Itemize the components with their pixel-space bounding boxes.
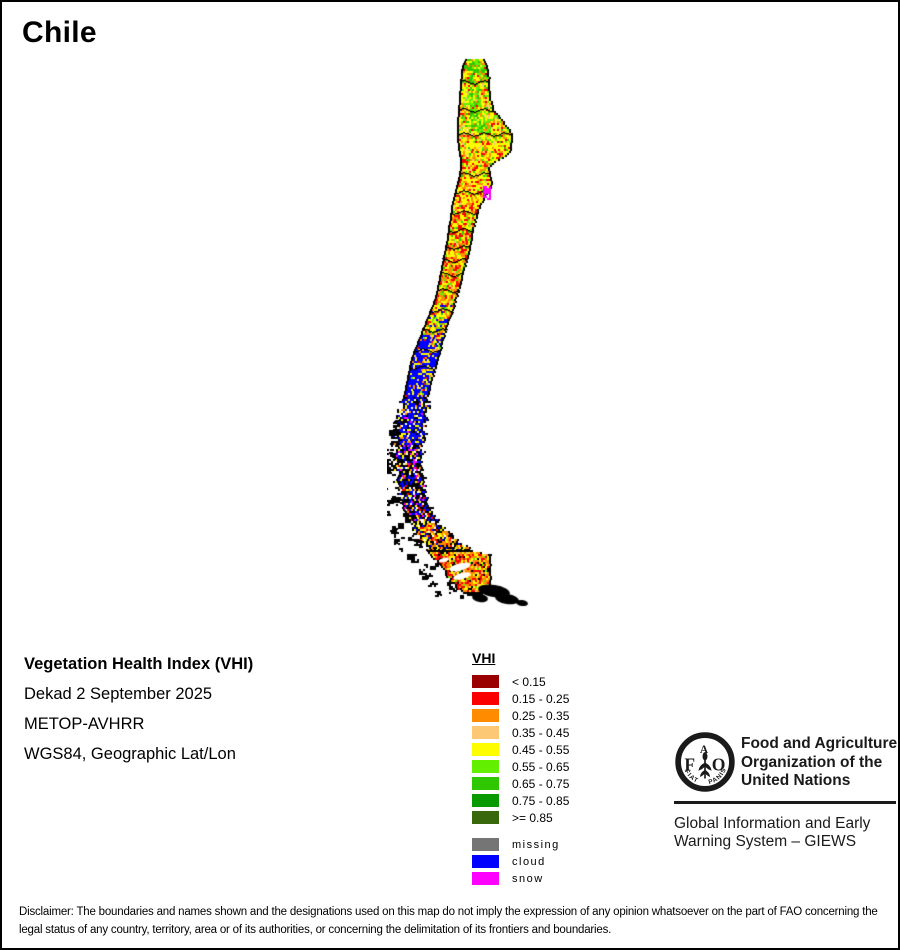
- fao-name-line: United Nations: [741, 772, 851, 789]
- legend-color-swatch: [472, 838, 499, 851]
- legend-row: 0.75 - 0.85: [472, 792, 569, 809]
- metadata-dekad: Dekad 2 September 2025: [24, 685, 213, 703]
- fao-header: F A O A FIAT PANIS Food and Agr: [674, 731, 897, 793]
- metadata-projection: WGS84, Geographic Lat/Lon: [24, 745, 236, 763]
- legend-color-swatch: [472, 675, 499, 688]
- legend-label: 0.55 - 0.65: [512, 759, 570, 774]
- legend-row: 0.55 - 0.65: [472, 758, 569, 775]
- giews-subtitle: Global Information and Early Warning Sys…: [674, 815, 896, 851]
- legend-label: missing: [512, 838, 560, 851]
- legend-class-rows: < 0.15 0.15 - 0.25 0.25 - 0.35 0.35 - 0.45 0…: [472, 673, 569, 826]
- giews-line: Warning System – GIEWS: [674, 833, 857, 850]
- fao-logo-icon: F A O A FIAT PANIS: [675, 732, 735, 792]
- svg-text:A: A: [700, 744, 709, 756]
- metadata-index-name: Vegetation Health Index (VHI): [24, 655, 254, 673]
- legend-label: 0.15 - 0.25: [512, 691, 570, 706]
- legend-color-swatch: [472, 811, 499, 824]
- legend-color-swatch: [472, 743, 499, 756]
- giews-line: Global Information and Early: [674, 815, 871, 832]
- legend-row: snow: [472, 870, 569, 887]
- legend-color-swatch: [472, 760, 499, 773]
- legend-title: VHI: [472, 650, 496, 666]
- legend-color-swatch: [472, 726, 499, 739]
- page-title: Chile: [22, 16, 97, 49]
- legend-label: snow: [512, 872, 544, 885]
- svg-text:O: O: [712, 754, 726, 774]
- metadata-sensor: METOP-AVHRR: [24, 715, 145, 733]
- legend-row: missing: [472, 836, 569, 853]
- svg-text:F: F: [684, 754, 695, 774]
- legend-color-swatch: [472, 855, 499, 868]
- legend-color-swatch: [472, 794, 499, 807]
- chile-vhi-map: [387, 52, 532, 617]
- legend-label: 0.25 - 0.35: [512, 708, 570, 723]
- legend-row: 0.35 - 0.45: [472, 724, 569, 741]
- legend-label: < 0.15: [512, 674, 546, 689]
- legend-row: 0.15 - 0.25: [472, 690, 569, 707]
- legend-label: cloud: [512, 855, 546, 868]
- vhi-legend: VHI < 0.15 0.15 - 0.25 0.25 - 0.35 0.35 - 0…: [472, 650, 569, 887]
- legend-color-swatch: [472, 692, 499, 705]
- fao-name-line: Food and Agriculture: [741, 735, 898, 752]
- fao-separator-rule: [674, 801, 896, 804]
- legend-row: >= 0.85: [472, 809, 569, 826]
- disclaimer-text: Disclaimer: The boundaries and names sho…: [19, 906, 878, 936]
- legend-label: >= 0.85: [512, 810, 553, 825]
- legend-color-swatch: [472, 709, 499, 722]
- legend-color-swatch: [472, 872, 499, 885]
- fao-name-line: Organization of the: [741, 753, 883, 771]
- legend-label: 0.65 - 0.75: [512, 776, 570, 791]
- map-metadata: Vegetation Health Index (VHI) Dekad 2 Se…: [24, 649, 253, 769]
- fao-block: F A O A FIAT PANIS Food and Agr: [674, 731, 897, 851]
- legend-label: 0.35 - 0.45: [512, 725, 570, 740]
- legend-label: 0.75 - 0.85: [512, 793, 570, 808]
- fao-org-name: Food and Agriculture Organization of the…: [741, 731, 897, 791]
- legend-row: 0.25 - 0.35: [472, 707, 569, 724]
- legend-label: 0.45 - 0.55: [512, 742, 570, 757]
- legend-row: < 0.15: [472, 673, 569, 690]
- legend-color-swatch: [472, 777, 499, 790]
- legend-row: 0.45 - 0.55: [472, 741, 569, 758]
- legend-row: cloud: [472, 853, 569, 870]
- legend-extra-rows: missing cloud snow: [472, 836, 569, 887]
- legend-row: 0.65 - 0.75: [472, 775, 569, 792]
